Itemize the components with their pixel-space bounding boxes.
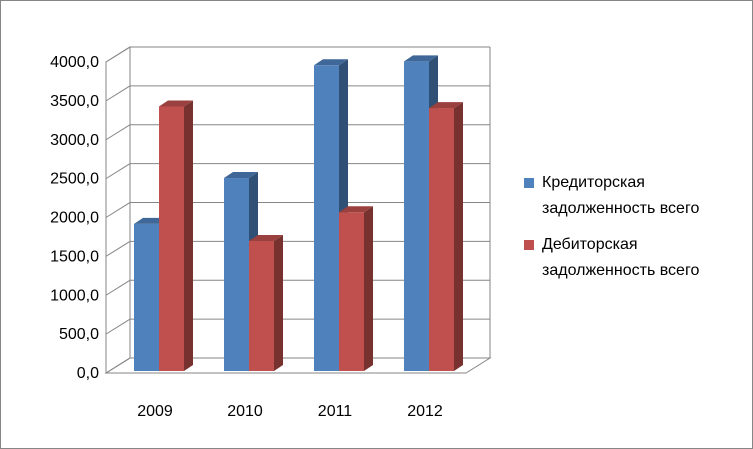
bar-side	[184, 100, 193, 371]
gridline	[105, 202, 490, 218]
bar-top	[159, 100, 193, 107]
bar-side	[364, 206, 373, 371]
legend-label-debtor: Дебиторская задолженность всего	[542, 236, 700, 279]
bar	[339, 206, 373, 371]
y-tick-label: 500,0	[59, 326, 99, 343]
legend-entry-creditor: Кредиторская задолженность всего	[524, 170, 749, 222]
bar-front	[429, 108, 454, 371]
bar-side	[454, 102, 463, 371]
bars	[134, 55, 463, 372]
legend-swatch-creditor	[524, 178, 534, 188]
y-tick-label: 0,0	[77, 365, 99, 382]
gridline	[105, 124, 490, 141]
bar	[429, 102, 463, 371]
x-axis-ticks: 2009 2010 2011 2012	[106, 372, 466, 420]
y-tick-label: 1500,0	[50, 248, 99, 265]
x-tick-label: 2009	[137, 403, 173, 420]
legend-entry-debtor: Дебиторская задолженность всего	[524, 232, 749, 284]
bar-top	[429, 102, 463, 109]
gridline	[105, 163, 490, 180]
bar-front	[224, 178, 249, 371]
x-tick-label: 2010	[227, 403, 263, 420]
bar	[159, 100, 193, 371]
bar-front	[159, 106, 184, 371]
gridline	[105, 85, 490, 102]
bar	[249, 235, 283, 371]
bar-front	[249, 241, 274, 371]
bar-front	[339, 212, 364, 371]
x-tick-label: 2012	[407, 403, 443, 420]
y-tick-label: 1000,0	[50, 287, 99, 304]
y-tick-label: 2500,0	[50, 171, 99, 188]
bar-top	[404, 55, 438, 62]
y-axis-ticks: 0,0 500,0 1000,0 1500,0 2000,0 2500,0 3000,0 35…	[50, 54, 99, 382]
x-tick-label: 2011	[318, 403, 353, 420]
gridline	[105, 46, 490, 63]
bar-front	[314, 65, 339, 372]
y-tick-label: 3000,0	[50, 132, 99, 149]
legend-swatch-debtor	[524, 240, 534, 250]
bar-front	[404, 61, 429, 371]
bar-side	[274, 235, 283, 371]
bar-top	[339, 206, 373, 213]
y-tick-label: 4000,0	[50, 54, 99, 71]
bar-front	[134, 223, 159, 371]
bar-top	[314, 59, 348, 66]
y-tick-label: 3500,0	[50, 93, 99, 110]
bar-top	[224, 172, 258, 179]
bar-top	[249, 235, 283, 242]
y-tick-label: 2000,0	[50, 210, 99, 227]
legend-label-creditor: Кредиторская задолженность всего	[542, 174, 700, 217]
legend: Кредиторская задолженность всего Дебитор…	[524, 170, 749, 294]
